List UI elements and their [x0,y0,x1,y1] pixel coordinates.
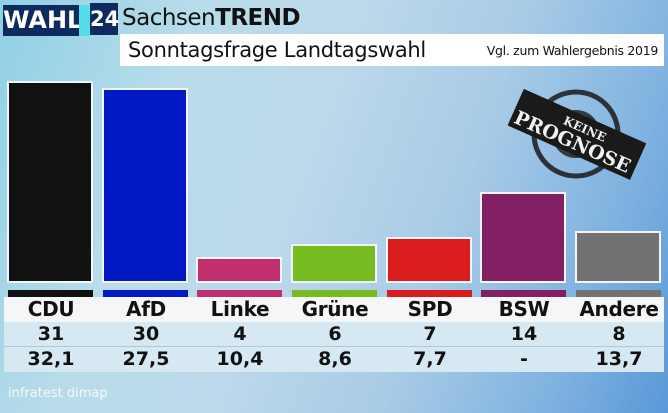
party-color-strip [197,290,282,298]
party-name: CDU [27,297,75,321]
title-bold: TREND [215,5,301,31]
title-regular: Sachsen [122,5,216,31]
previous-result-value: - [520,348,528,370]
seats-row [4,322,664,346]
poll-value: 14 [510,323,538,345]
party-color-strip [8,290,93,298]
brand-logo: WAHL [3,5,83,36]
party-name: Andere [579,297,659,321]
comparison-note: Vgl. zum Wahlergebnis 2019 [486,43,659,58]
bar-grüne [291,244,377,283]
party-color-strip [576,290,661,298]
brand-accent-strip [79,5,90,36]
bar-linke [196,257,282,283]
poll-value: 4 [233,323,247,345]
bar-bsw [480,192,566,283]
poll-value: 7 [423,323,437,345]
poll-value: 8 [612,323,626,345]
party-color-strip [103,290,188,298]
previous-result-row [4,347,664,372]
party-name: AfD [126,297,166,321]
poll-value: 30 [132,323,160,345]
bar-cdu [7,81,93,283]
previous-result-value: 27,5 [122,348,170,370]
brand-number: 24 [90,3,119,35]
previous-result-value: 10,4 [216,348,264,370]
party-name: SPD [407,297,453,321]
party-name-row [4,297,664,322]
bar-andere [575,231,661,283]
row-divider [4,346,664,347]
bar-afd [102,88,188,283]
page-title: SachsenTREND [122,3,301,34]
previous-result-value: 8,6 [318,348,352,370]
party-color-strip [481,290,566,298]
party-color-strip [387,290,472,298]
subtitle-bar [120,34,664,66]
party-name: Grüne [301,297,369,321]
poll-value: 31 [37,323,65,345]
no-forecast-stamp-icon: KEINE PROGNOSE [508,88,647,180]
source-credit: infratest dimap [8,386,108,401]
chart-subtitle: Sonntagsfrage Landtagswahl [128,38,426,62]
party-name: BSW [498,297,550,321]
bar-spd [386,237,472,283]
previous-result-value: 7,7 [413,348,447,370]
party-color-strip [292,290,377,298]
previous-result-value: 13,7 [595,348,643,370]
party-name: Linke [210,297,270,321]
previous-result-value: 32,1 [27,348,75,370]
poll-value: 6 [328,323,342,345]
